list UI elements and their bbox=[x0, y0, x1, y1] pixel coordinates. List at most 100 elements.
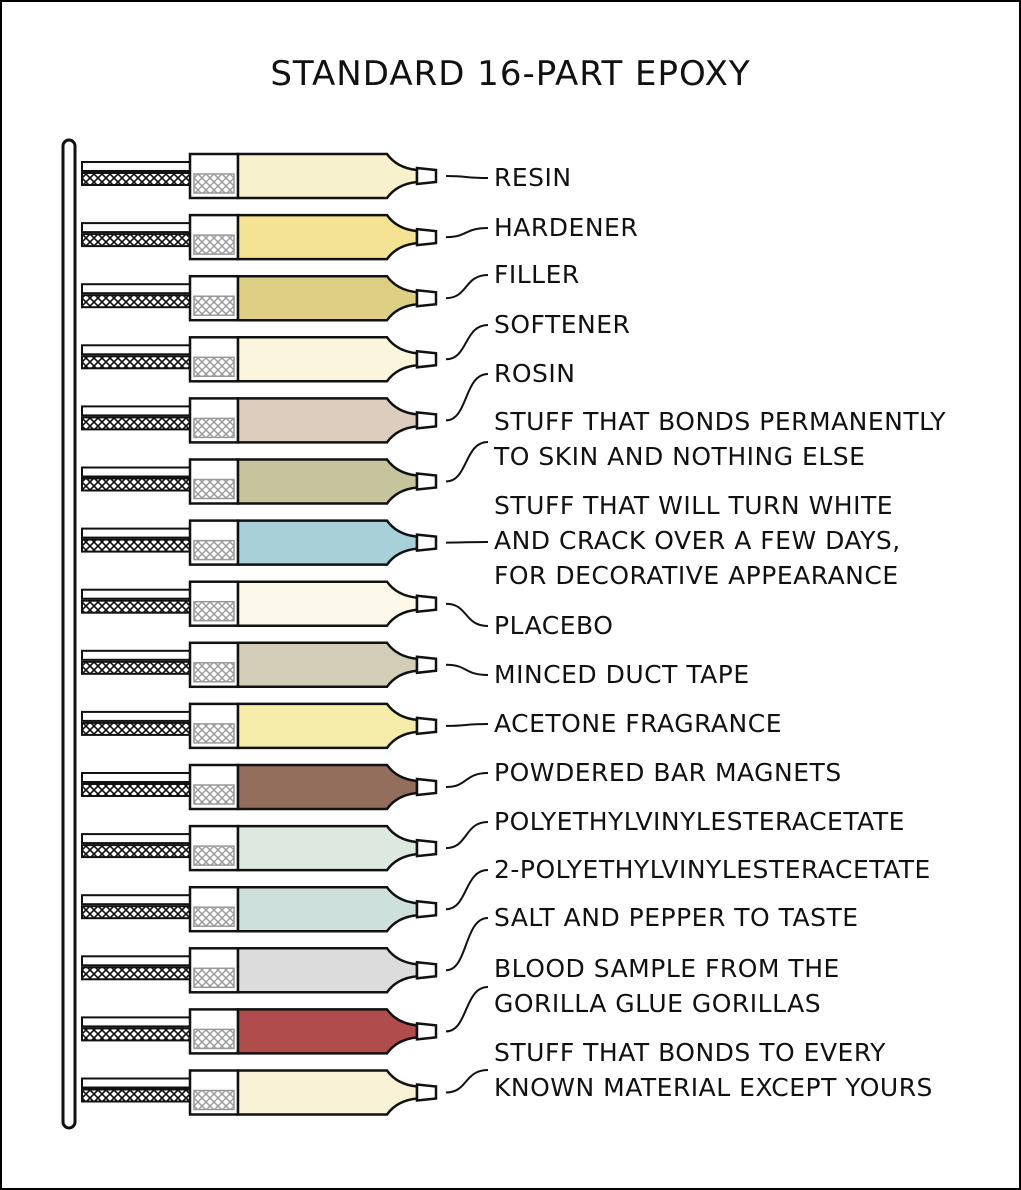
component-label: PLACEBO bbox=[494, 608, 613, 643]
component-label-line: TO SKIN AND NOTHING ELSE bbox=[494, 442, 866, 471]
plunger-seal-hatch bbox=[81, 416, 195, 431]
nozzle-tip bbox=[415, 288, 438, 308]
barrel-seal bbox=[193, 173, 235, 194]
component-label: HARDENER bbox=[494, 210, 638, 245]
barrel-seal bbox=[193, 600, 235, 622]
component-label-line: RESIN bbox=[494, 163, 572, 192]
plunger-rod bbox=[81, 161, 195, 172]
component-label: POLYETHYLVINYLESTERACETATE bbox=[494, 804, 905, 839]
syringe-body bbox=[236, 947, 419, 994]
nozzle-tip bbox=[415, 166, 438, 186]
component-label-line: SOFTENER bbox=[494, 310, 631, 339]
syringe-body bbox=[236, 458, 419, 505]
component-label-line: KNOWN MATERIAL EXCEPT YOURS bbox=[494, 1073, 933, 1102]
component-label: 2-POLYETHYLVINYLESTERACETATE bbox=[494, 852, 931, 887]
nozzle-tip bbox=[415, 594, 438, 614]
plunger-seal-hatch bbox=[81, 233, 195, 248]
leader-line bbox=[445, 772, 489, 788]
nozzle-tip bbox=[415, 838, 438, 858]
component-label-line: FOR DECORATIVE APPEARANCE bbox=[494, 561, 899, 590]
barrel-seal bbox=[193, 906, 235, 927]
syringe-body bbox=[236, 274, 419, 322]
plunger-rail bbox=[61, 138, 77, 1130]
component-label: STUFF THAT BONDS PERMANENTLY TO SKIN AND … bbox=[494, 404, 946, 474]
plunger-seal-hatch bbox=[81, 599, 195, 614]
component-label: STUFF THAT BONDS TO EVERY KNOWN MATERIAL … bbox=[494, 1035, 933, 1105]
nozzle-tip bbox=[415, 472, 438, 491]
component-label: ACETONE FRAGRANCE bbox=[494, 706, 782, 741]
syringe-body bbox=[236, 152, 419, 200]
leader-line bbox=[445, 324, 489, 361]
leader-line bbox=[445, 663, 489, 676]
nozzle-tip bbox=[415, 899, 438, 919]
nozzle-tip bbox=[415, 716, 438, 736]
component-label-line: PLACEBO bbox=[494, 611, 614, 640]
component-label: BLOOD SAMPLE FROM THE GORILLA GLUE GORILL… bbox=[494, 951, 840, 1021]
leader-line bbox=[445, 274, 489, 300]
barrel-seal bbox=[193, 295, 235, 316]
barrel-seal bbox=[193, 356, 235, 378]
syringe-body bbox=[236, 397, 419, 444]
leader-line bbox=[445, 227, 489, 239]
plunger-seal-hatch bbox=[81, 905, 195, 920]
nozzle-tip bbox=[415, 411, 438, 430]
barrel-seal bbox=[193, 1028, 235, 1050]
plunger-rod bbox=[81, 283, 195, 295]
component-label-line: ROSIN bbox=[494, 359, 576, 388]
leader-line bbox=[445, 602, 489, 627]
nozzle-tip bbox=[415, 777, 438, 797]
plunger-rod bbox=[81, 649, 195, 661]
component-label: ROSIN bbox=[494, 356, 576, 391]
syringe-body bbox=[236, 580, 419, 627]
component-label-line: STUFF THAT BONDS TO EVERY bbox=[494, 1038, 886, 1067]
plunger-rod bbox=[81, 588, 195, 600]
plunger-rod bbox=[81, 772, 195, 783]
nozzle-tip bbox=[415, 349, 438, 369]
leader-line bbox=[445, 373, 489, 422]
nozzle-tip bbox=[415, 533, 438, 552]
syringe-body bbox=[236, 702, 419, 750]
component-label-line: 2-POLYETHYLVINYLESTERACETATE bbox=[494, 855, 931, 884]
component-label: MINCED DUCT TAPE bbox=[494, 657, 750, 692]
component-label: SOFTENER bbox=[494, 307, 630, 342]
plunger-seal-hatch bbox=[81, 660, 195, 675]
plunger-seal-hatch bbox=[81, 721, 195, 736]
syringe-body bbox=[236, 824, 419, 872]
syringe-body bbox=[236, 519, 419, 566]
component-label-line: GORILLA GLUE GORILLAS bbox=[494, 989, 822, 1018]
component-label-line: FILLER bbox=[494, 260, 580, 289]
component-label-line: POLYETHYLVINYLESTERACETATE bbox=[494, 807, 905, 836]
nozzle-tip bbox=[415, 1022, 438, 1041]
leader-line bbox=[445, 917, 489, 972]
plunger-seal-hatch bbox=[81, 477, 195, 492]
barrel-seal bbox=[193, 845, 235, 866]
plunger-rod bbox=[81, 527, 195, 539]
component-label-line: BLOOD SAMPLE FROM THE bbox=[494, 954, 840, 983]
barrel-seal bbox=[193, 417, 235, 439]
barrel-seal bbox=[193, 967, 235, 989]
component-label: SALT AND PEPPER TO TASTE bbox=[494, 900, 859, 935]
plunger-rod bbox=[81, 344, 195, 356]
leader-line bbox=[445, 1069, 489, 1094]
leader-line bbox=[445, 723, 489, 727]
nozzle-tip bbox=[415, 655, 438, 675]
syringe-body bbox=[236, 885, 419, 933]
component-label-line: POWDERED BAR MAGNETS bbox=[494, 758, 842, 787]
nozzle-tip bbox=[415, 960, 438, 980]
syringe-body bbox=[236, 1008, 419, 1055]
syringe-body bbox=[236, 336, 419, 383]
plunger-seal-hatch bbox=[81, 355, 195, 370]
component-label-line: HARDENER bbox=[494, 213, 639, 242]
plunger-rod bbox=[81, 1077, 195, 1089]
barrel-seal bbox=[193, 1089, 235, 1111]
component-label: FILLER bbox=[494, 257, 580, 292]
plunger-seal-hatch bbox=[81, 1088, 195, 1103]
barrel-seal bbox=[193, 478, 235, 500]
barrel-seal bbox=[193, 784, 235, 805]
plunger-seal-hatch bbox=[81, 538, 195, 553]
barrel-seal bbox=[193, 723, 235, 744]
comic-title: STANDARD 16-PART EPOXY bbox=[270, 54, 751, 94]
plunger-seal-hatch bbox=[81, 294, 195, 309]
component-label: STUFF THAT WILL TURN WHITE AND CRACK OVER… bbox=[494, 488, 901, 593]
